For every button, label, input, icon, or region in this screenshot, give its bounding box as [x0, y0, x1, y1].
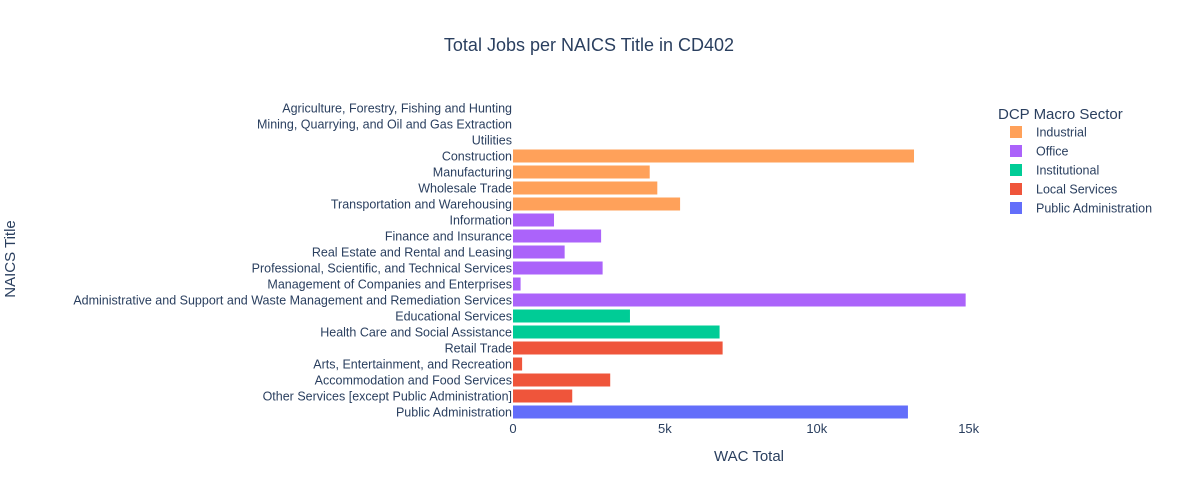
- bar[interactable]: [513, 229, 602, 243]
- x-tick-label: 15k: [958, 421, 979, 436]
- y-tick-label: Accommodation and Food Services: [315, 374, 512, 388]
- y-tick-label: Other Services [except Public Administra…: [263, 390, 512, 404]
- legend-swatch: [1010, 183, 1022, 195]
- y-tick-label: Information: [449, 214, 512, 228]
- bar[interactable]: [513, 197, 681, 211]
- x-axis-tick-labels: 0 5k 10k 15k: [509, 421, 979, 436]
- chart-title: Total Jobs per NAICS Title in CD402: [444, 35, 734, 55]
- y-tick-label: Manufacturing: [433, 166, 512, 180]
- legend-swatch: [1010, 202, 1022, 214]
- bar[interactable]: [513, 309, 630, 323]
- y-tick-label: Administrative and Support and Waste Man…: [73, 294, 512, 308]
- y-tick-label: Public Administration: [396, 406, 512, 420]
- bar[interactable]: [513, 181, 658, 195]
- bar[interactable]: [513, 293, 966, 307]
- legend-label: Office: [1036, 145, 1068, 159]
- y-tick-label: Retail Trade: [445, 342, 512, 356]
- y-axis-tick-labels: Agriculture, Forestry, Fishing and Hunti…: [73, 102, 512, 420]
- legend-swatch: [1010, 164, 1022, 176]
- legend-title: DCP Macro Sector: [998, 106, 1123, 123]
- legend-item[interactable]: Local Services: [1010, 183, 1117, 197]
- legend-item[interactable]: Office: [1010, 145, 1068, 159]
- bar[interactable]: [513, 357, 523, 371]
- y-tick-label: Arts, Entertainment, and Recreation: [313, 358, 512, 372]
- y-tick-label: Professional, Scientific, and Technical …: [252, 262, 512, 276]
- y-tick-label: Agriculture, Forestry, Fishing and Hunti…: [282, 102, 512, 116]
- y-tick-label: Real Estate and Rental and Leasing: [312, 246, 512, 260]
- legend-label: Institutional: [1036, 164, 1099, 178]
- bar[interactable]: [513, 165, 650, 179]
- bar[interactable]: [513, 405, 908, 419]
- bar[interactable]: [513, 277, 521, 291]
- bars-group: [513, 149, 966, 419]
- x-tick-label: 0: [509, 421, 516, 436]
- bar[interactable]: [513, 325, 720, 339]
- y-axis-title: NAICS Title: [2, 220, 19, 298]
- bar[interactable]: [513, 341, 723, 355]
- legend-label: Local Services: [1036, 183, 1117, 197]
- y-tick-label: Utilities: [472, 134, 512, 148]
- bar[interactable]: [513, 373, 611, 387]
- y-tick-label: Construction: [442, 150, 512, 164]
- x-axis-title: WAC Total: [714, 448, 784, 465]
- legend-swatch: [1010, 145, 1022, 157]
- y-tick-label: Mining, Quarrying, and Oil and Gas Extra…: [257, 118, 512, 132]
- y-tick-label: Educational Services: [395, 310, 512, 324]
- y-tick-label: Transportation and Warehousing: [331, 198, 512, 212]
- y-tick-label: Wholesale Trade: [418, 182, 512, 196]
- legend-item[interactable]: Public Administration: [1010, 202, 1152, 216]
- x-tick-label: 10k: [806, 421, 827, 436]
- bar[interactable]: [513, 149, 915, 163]
- bar[interactable]: [513, 213, 555, 227]
- y-tick-label: Finance and Insurance: [385, 230, 512, 244]
- legend-swatch: [1010, 126, 1022, 138]
- legend-label: Industrial: [1036, 126, 1087, 140]
- legend-item[interactable]: Institutional: [1010, 164, 1099, 178]
- bar[interactable]: [513, 261, 603, 275]
- x-tick-label: 5k: [658, 421, 672, 436]
- legend: DCP Macro Sector Industrial Office Institu…: [998, 106, 1152, 216]
- legend-label: Public Administration: [1036, 202, 1152, 216]
- y-tick-label: Management of Companies and Enterprises: [267, 278, 512, 292]
- bar[interactable]: [513, 389, 573, 403]
- legend-item[interactable]: Industrial: [1010, 126, 1087, 140]
- bar[interactable]: [513, 245, 565, 259]
- y-tick-label: Health Care and Social Assistance: [320, 326, 512, 340]
